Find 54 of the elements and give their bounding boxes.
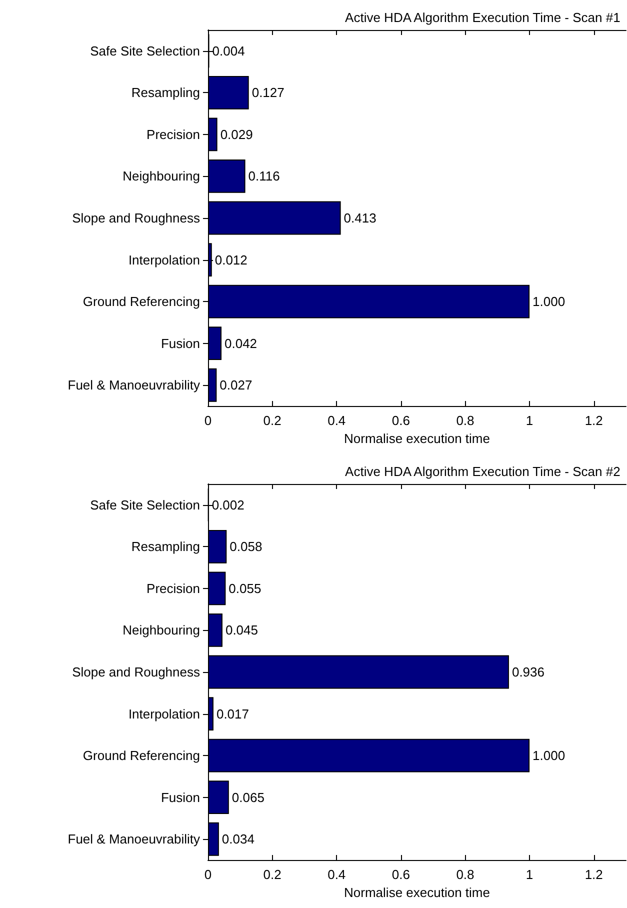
- data-label: 0.034: [222, 832, 254, 847]
- data-label: 0.127: [252, 85, 284, 100]
- y-tick-label: Precision: [146, 126, 200, 142]
- data-label: 0.045: [225, 622, 258, 638]
- data-label: 1.000: [532, 748, 566, 764]
- data-label: 0.017: [216, 706, 250, 722]
- y-tick-label: Slope and Roughness: [72, 210, 200, 226]
- x-axis-title: Normalise execution time: [344, 884, 490, 900]
- x-tick-label: 0: [204, 867, 212, 882]
- x-tick-label: 1: [526, 867, 534, 882]
- data-label: 0.413: [344, 210, 376, 226]
- data-label: 0.027: [220, 378, 252, 393]
- data-label: 1.000: [532, 294, 566, 310]
- y-tick-label: Interpolation: [128, 706, 200, 722]
- y-tick-label: Resampling: [131, 85, 200, 100]
- x-tick-label: 0.4: [328, 413, 346, 428]
- x-tick-label: 0.8: [456, 867, 474, 882]
- y-tick-label: Safe Site Selection: [90, 497, 200, 512]
- y-tick-label: Fusion: [160, 790, 200, 805]
- chart-title: Active HDA Algorithm Execution Time - Scan #1: [345, 10, 620, 25]
- x-tick-label: 0: [204, 413, 212, 428]
- y-tick-label: Ground Referencing: [82, 294, 200, 310]
- x-tick-label: 1: [526, 413, 534, 428]
- x-tick-label: 1.2: [584, 867, 603, 882]
- x-tick-label: 0.2: [263, 413, 282, 428]
- x-tick-label: 0.8: [456, 413, 474, 428]
- y-tick-label: Precision: [146, 580, 200, 596]
- data-label: 0.029: [220, 126, 253, 142]
- y-tick-label: Ground Referencing: [82, 748, 200, 764]
- data-label: 0.055: [228, 580, 262, 596]
- data-label: 0.936: [512, 664, 545, 680]
- y-tick-label: Fuel & Manoeuvrability: [68, 378, 200, 393]
- data-label: 0.116: [248, 168, 280, 184]
- y-tick-label: Neighbouring: [122, 622, 200, 638]
- x-tick-label: 0.6: [392, 413, 410, 428]
- x-tick-label: 0.4: [328, 867, 346, 882]
- x-tick-label: 1.2: [584, 413, 603, 428]
- data-label: 0.042: [224, 336, 258, 351]
- data-label: 0.002: [212, 497, 244, 512]
- x-tick-label: 0.2: [263, 867, 282, 882]
- data-label: 0.065: [232, 790, 264, 805]
- y-tick-label: Neighbouring: [122, 168, 200, 184]
- y-tick-label: Interpolation: [128, 252, 200, 268]
- x-tick-label: 0.6: [392, 867, 410, 882]
- y-tick-label: Resampling: [131, 539, 200, 554]
- x-axis-title: Normalise execution time: [344, 430, 490, 446]
- y-tick-label: Safe Site Selection: [90, 43, 200, 58]
- data-label: 0.012: [214, 252, 248, 268]
- data-label: 0.058: [230, 539, 262, 554]
- y-tick-label: Fusion: [160, 336, 200, 351]
- data-label: 0.004: [212, 43, 245, 58]
- chart-title: Active HDA Algorithm Execution Time - Scan #2: [345, 464, 620, 479]
- y-tick-label: Slope and Roughness: [72, 664, 200, 680]
- y-tick-label: Fuel & Manoeuvrability: [68, 832, 200, 847]
